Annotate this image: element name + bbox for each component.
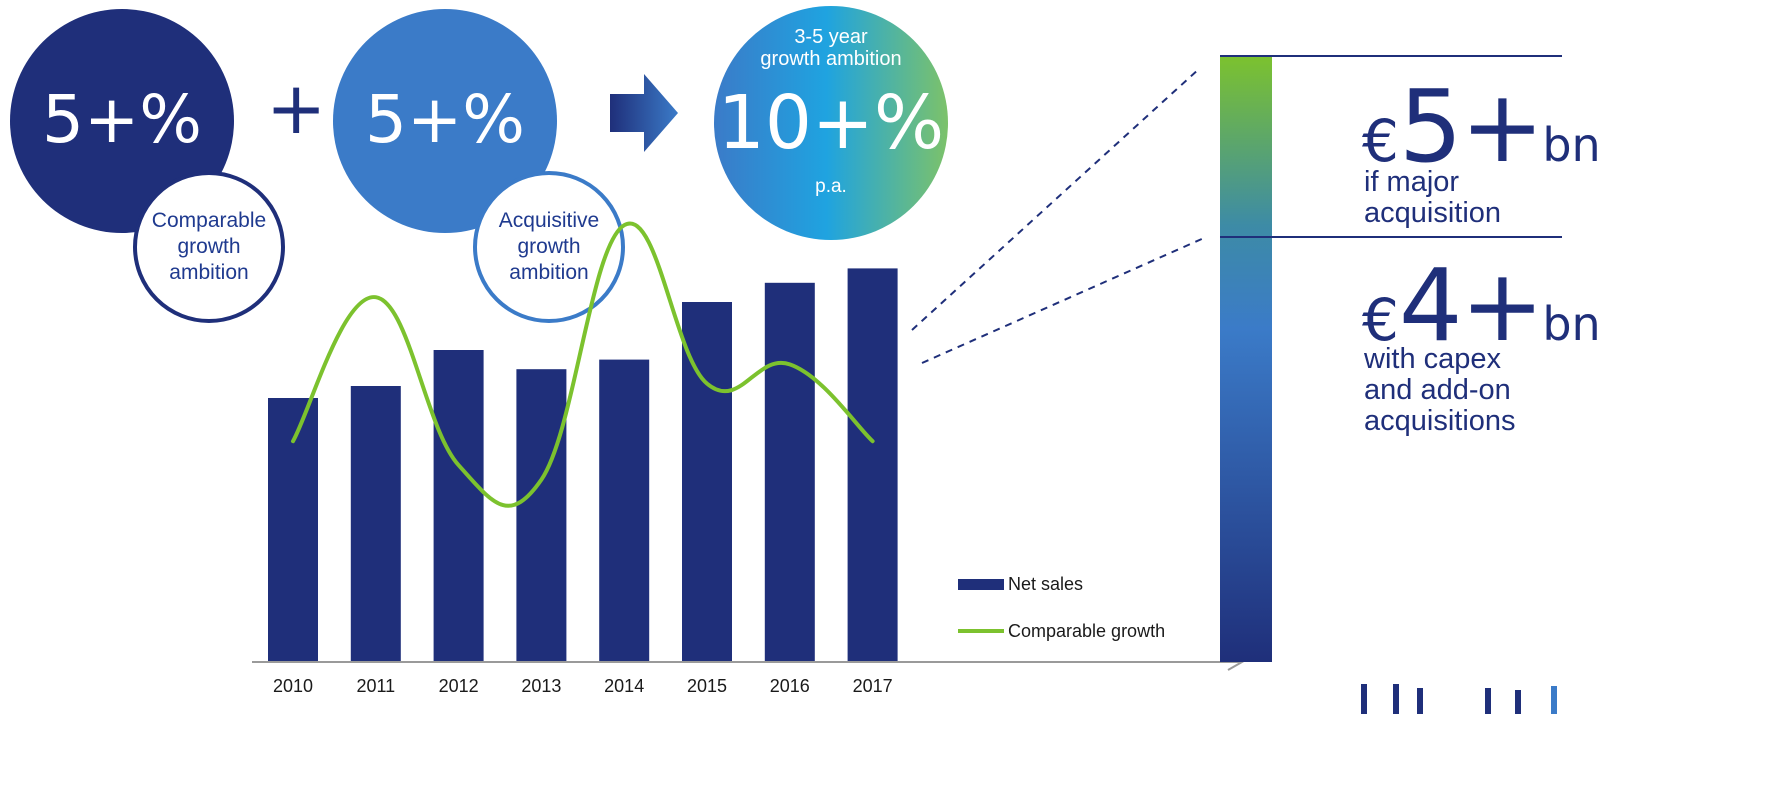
x-tick-2017: 2017 — [852, 676, 893, 696]
bar-2016 — [764, 282, 815, 662]
x-tick-2010: 2010 — [272, 676, 314, 696]
comparable-growth-circle: 5+% — [10, 9, 234, 233]
divider-top — [1220, 55, 1562, 57]
zoom-line-lower — [921, 237, 1205, 364]
legend-label-net-sales: Net sales — [1008, 574, 1084, 594]
x-tick-2012: 2012 — [438, 676, 479, 696]
zoom-line-upper — [911, 67, 1201, 331]
divider-middle — [1220, 236, 1562, 238]
bar-2014 — [599, 359, 650, 662]
capex-amount: €4+bn — [1362, 247, 1601, 364]
series-line-comparable-growth — [291, 221, 875, 508]
x-tick-2016: 2016 — [769, 676, 810, 696]
bar-2017 — [847, 268, 898, 662]
amount-number-upper: 5+ — [1398, 68, 1544, 185]
plus-sign: + — [266, 66, 327, 150]
growth-ambition-header: 3-5 year growth ambition — [760, 26, 902, 70]
x-tick-2011: 2011 — [356, 676, 396, 696]
growth-ambition-circle: 3-5 year growth ambition 10+% p.a. — [714, 6, 948, 240]
x-tick-2014: 2014 — [604, 676, 645, 696]
acquisitive-growth-label: Acquisitive growth ambition — [473, 171, 625, 323]
amount-unit-upper: bn — [1542, 118, 1601, 172]
amount-number-lower: 4+ — [1398, 247, 1544, 364]
x-tick-2013: 2013 — [521, 676, 562, 696]
major-acquisition-desc: if major acquisition — [1364, 166, 1502, 229]
legend-swatch-net-sales — [958, 579, 1004, 590]
logo-fragment — [1361, 684, 1557, 714]
euro-symbol-upper: € — [1362, 107, 1399, 175]
growth-ambition-value: 10+% — [717, 80, 945, 166]
amount-unit-lower: bn — [1542, 297, 1601, 351]
bar-2012 — [433, 350, 484, 662]
bar-2013 — [516, 369, 567, 662]
investment-gradient-bar — [1220, 56, 1272, 662]
euro-symbol-lower: € — [1362, 286, 1399, 354]
comparable-growth-label: Comparable growth ambition — [133, 171, 285, 323]
acquisitive-growth-value: 5+% — [364, 81, 525, 158]
legend-label-comparable-growth: Comparable growth — [1008, 621, 1166, 641]
arrow-right-icon — [610, 74, 678, 152]
comparable-growth-value: 5+% — [41, 81, 202, 158]
capex-desc: with capex and add-on acquisitions — [1364, 343, 1516, 437]
growth-ambition-footer: p.a. — [815, 176, 847, 197]
major-acquisition-amount: €5+bn — [1362, 68, 1601, 185]
x-tick-2015: 2015 — [686, 676, 728, 696]
bar-2011 — [350, 386, 401, 662]
